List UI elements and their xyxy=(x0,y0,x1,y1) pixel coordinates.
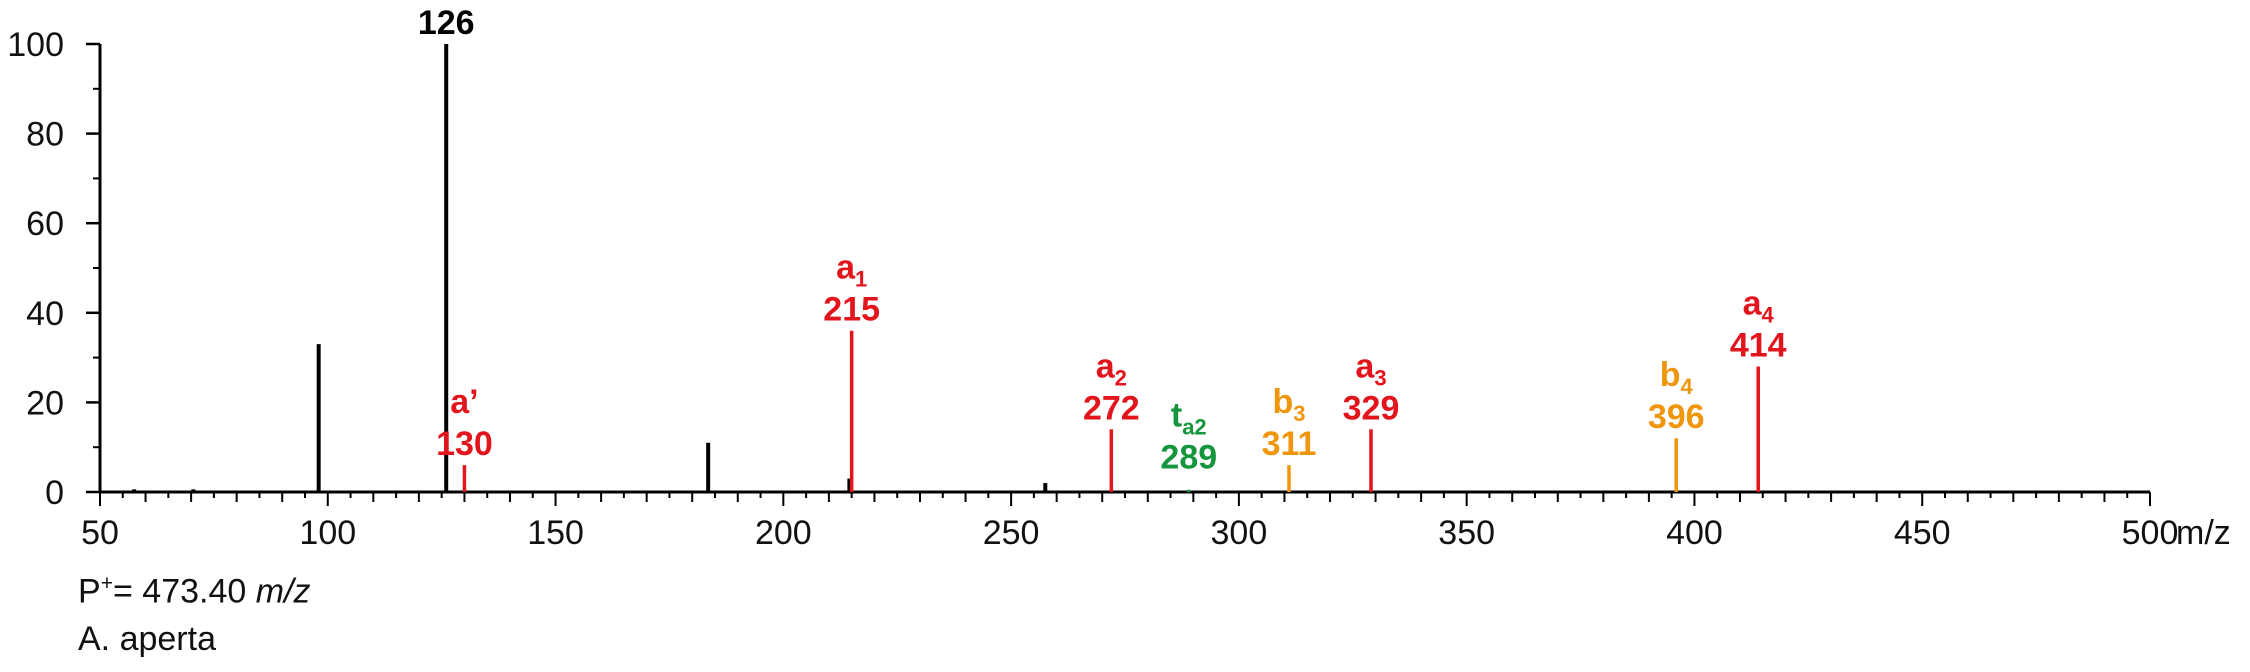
x-tick-label: 350 xyxy=(1438,514,1495,552)
peak-mz-label: 414 xyxy=(1730,327,1787,365)
ion-subscript: 1 xyxy=(855,267,867,292)
peak-mz-label: 272 xyxy=(1083,389,1140,427)
x-tick-label: 50 xyxy=(81,514,119,552)
y-tick-label: 60 xyxy=(26,205,64,243)
ion-letter: a’ xyxy=(450,383,478,421)
peak-mz-label: 215 xyxy=(823,291,880,329)
ion-letter: t xyxy=(1171,397,1182,435)
y-tick-label: 80 xyxy=(26,116,64,154)
x-tick-label: 400 xyxy=(1666,514,1723,552)
ion-label: a1 xyxy=(836,249,867,292)
peak-mz-label: 329 xyxy=(1343,389,1400,427)
ion-subscript: 3 xyxy=(1293,401,1305,426)
y-tick-label: 20 xyxy=(26,384,64,422)
peak-mz-label: 311 xyxy=(1262,425,1317,463)
x-tick-label: 150 xyxy=(527,514,584,552)
ion-letter: a xyxy=(1743,285,1763,323)
ion-subscript: 2 xyxy=(1115,365,1127,390)
ion-subscript: 4 xyxy=(1680,374,1693,399)
ion-letter: a xyxy=(1096,347,1116,385)
x-tick-label: 100 xyxy=(299,514,356,552)
ion-subscript: a2 xyxy=(1182,415,1206,440)
ion-letter: a xyxy=(836,249,856,287)
ion-label: ta2 xyxy=(1171,397,1207,440)
y-tick-label: 100 xyxy=(7,26,64,64)
ion-label: a3 xyxy=(1355,347,1386,390)
x-tick-label: 500 xyxy=(2122,514,2179,552)
ion-label: b3 xyxy=(1272,383,1305,426)
x-unit-label: m/z xyxy=(2176,514,2231,552)
ion-label: b4 xyxy=(1660,356,1694,399)
precursor-prefix: P xyxy=(78,572,101,611)
species-label: A. aperta xyxy=(78,620,216,658)
precursor-charge: + xyxy=(100,572,113,595)
peak-label: 126 xyxy=(418,4,475,42)
peak-mz-label: 396 xyxy=(1648,398,1705,436)
precursor-value: = 473.40 xyxy=(113,572,256,611)
ion-subscript: 4 xyxy=(1762,303,1775,328)
ion-label: a2 xyxy=(1096,347,1127,390)
y-tick-label: 40 xyxy=(26,295,64,333)
peak-mz-label: 289 xyxy=(1160,439,1217,477)
precursor-unit: m/z xyxy=(255,572,311,611)
ion-letter: b xyxy=(1660,356,1681,394)
ion-subscript: 3 xyxy=(1374,365,1386,390)
peak-mz-label: 130 xyxy=(436,425,493,463)
x-tick-label: 450 xyxy=(1894,514,1951,552)
y-tick-label: 0 xyxy=(45,474,64,512)
ion-label: a’ xyxy=(450,383,478,421)
x-tick-label: 250 xyxy=(983,514,1040,552)
ion-letter: b xyxy=(1272,383,1293,421)
ion-letter: a xyxy=(1355,347,1375,385)
x-tick-label: 300 xyxy=(1211,514,1268,552)
precursor-annotation: P+= 473.40 m/z xyxy=(78,572,311,611)
x-tick-label: 200 xyxy=(755,514,812,552)
ion-label: a4 xyxy=(1743,285,1775,328)
